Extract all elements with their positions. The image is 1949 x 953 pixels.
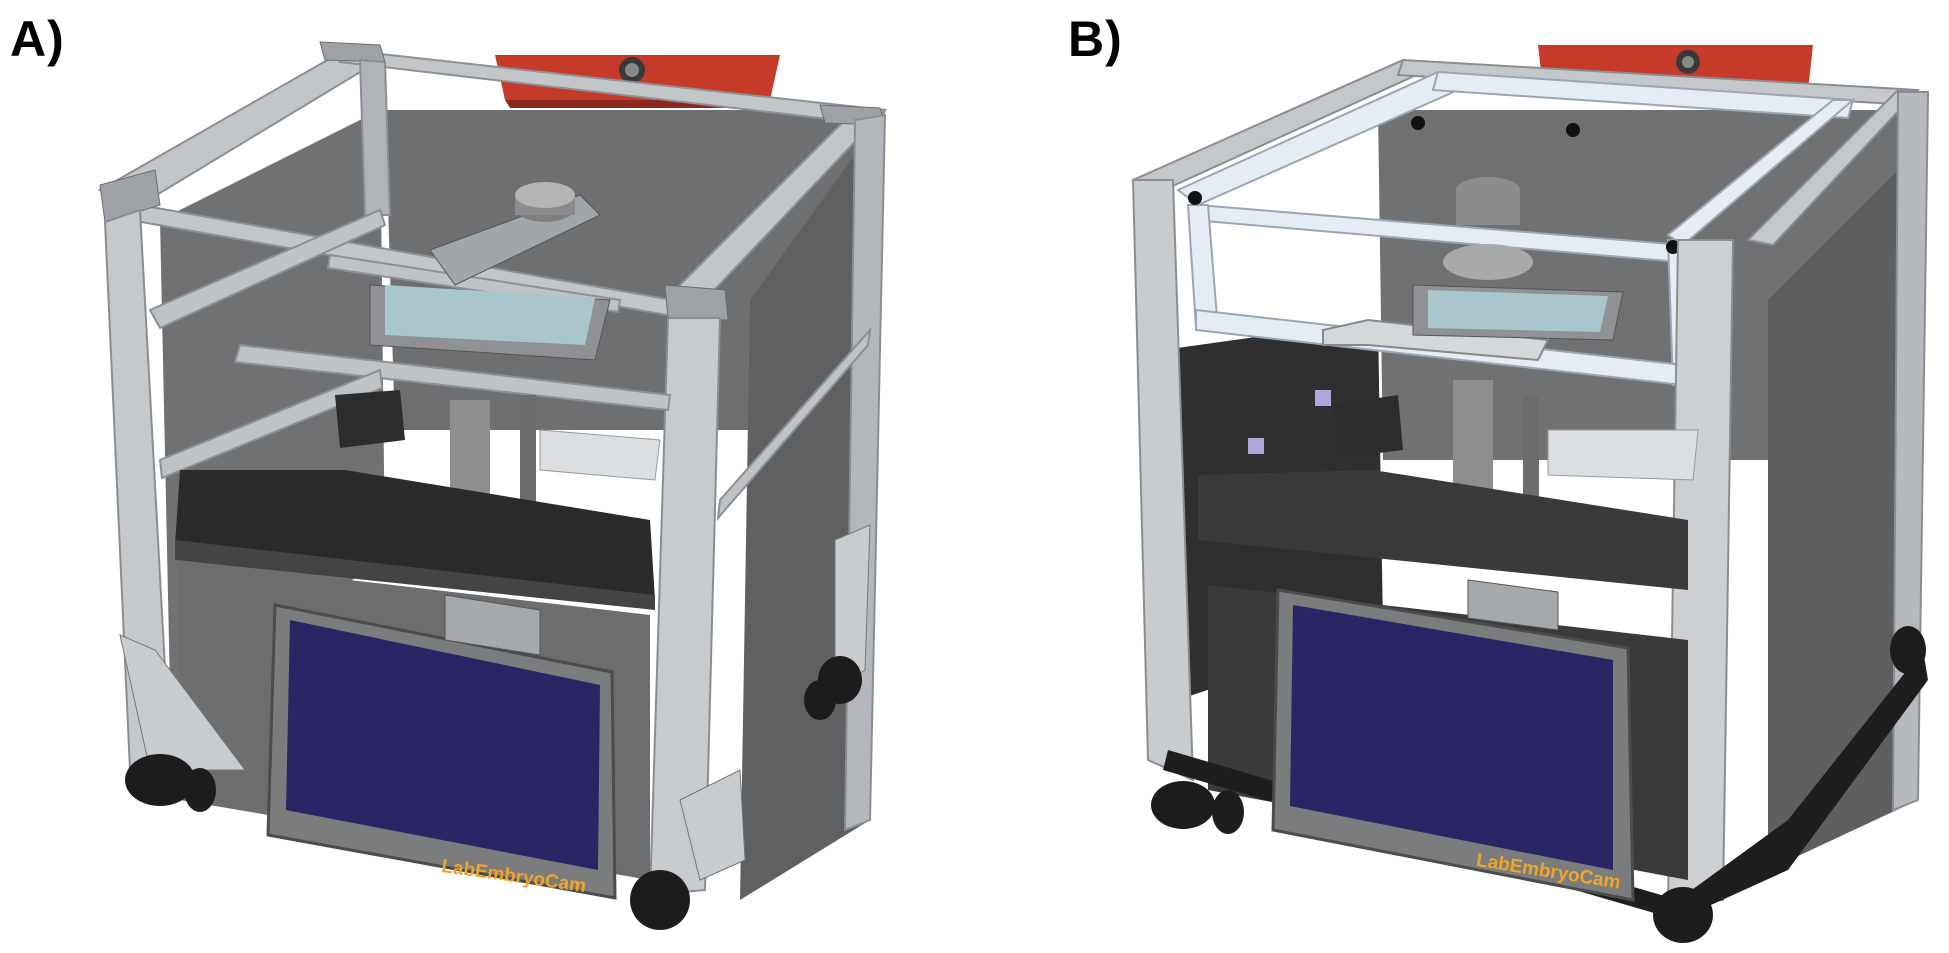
device-illustration-a (97, 41, 888, 930)
right-side-panel (740, 120, 880, 900)
sample-stage (369, 182, 611, 361)
lid-frame-bolts (1188, 116, 1680, 254)
panel-b: B) (1068, 0, 1949, 953)
deck-plate (1198, 470, 1688, 590)
caster-wheels (125, 656, 862, 930)
caster-wheels (1151, 626, 1926, 943)
lower-mechanism (335, 390, 661, 515)
top-frame (1131, 58, 1921, 247)
right-side-panel (1768, 140, 1928, 870)
middle-rails (148, 208, 872, 522)
panel-a: A) (0, 0, 974, 953)
touchscreen-display (1271, 579, 1635, 902)
panel-label-a: A) (10, 11, 65, 67)
panel-label-b: B) (1068, 11, 1123, 67)
corner-gussets (119, 524, 871, 881)
touchscreen-display (266, 594, 617, 900)
lid-handle (1322, 318, 1550, 362)
deck-plate (175, 470, 655, 600)
sample-stage (1412, 177, 1624, 341)
device-illustration-b (1131, 45, 1930, 943)
lower-mechanism (1248, 380, 1699, 505)
